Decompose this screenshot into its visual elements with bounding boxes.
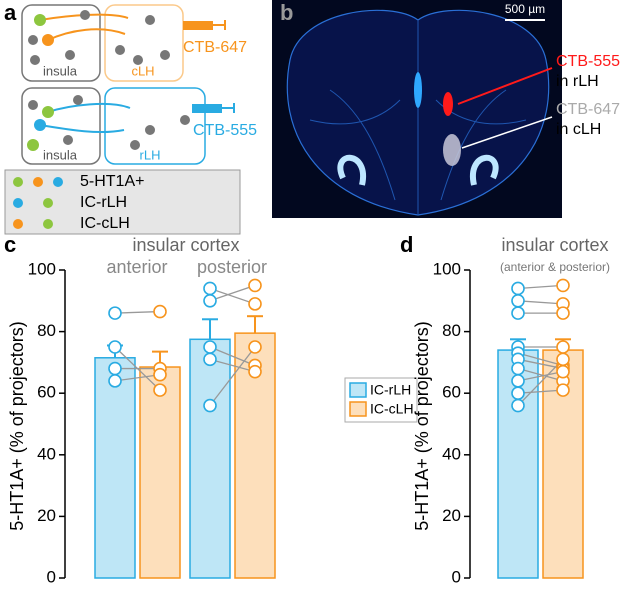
- data-point: [556, 352, 570, 367]
- tracer-label: CTB-555: [193, 122, 257, 139]
- y-tick-label: 80: [37, 321, 56, 340]
- data-point: [153, 383, 167, 397]
- pair-line: [114, 374, 161, 382]
- data-point: [556, 383, 570, 397]
- data-point: [108, 340, 122, 354]
- bar: [189, 338, 231, 579]
- panel-label: a: [4, 0, 17, 25]
- data-point: [248, 364, 262, 379]
- y-tick-label: 40: [37, 444, 56, 463]
- pair-line: [114, 310, 161, 314]
- data-point: [248, 340, 262, 354]
- bar: [139, 366, 181, 579]
- bar: [94, 357, 136, 579]
- data-point: [203, 352, 217, 367]
- chart-subtitle: (anterior & posterior): [500, 260, 610, 274]
- legend-swatch: [349, 382, 367, 398]
- scale-bar-label: 500 µm: [505, 2, 545, 16]
- data-point: [108, 361, 122, 376]
- y-tick-label: 100: [28, 259, 56, 278]
- data-point: [153, 304, 167, 319]
- data-point: [203, 281, 217, 296]
- y-tick-label: 0: [47, 567, 56, 584]
- legend-label: IC-rLH: [80, 194, 127, 211]
- pair-line: [209, 346, 256, 406]
- data-point: [511, 281, 525, 296]
- y-tick-label: 60: [442, 383, 461, 402]
- data-point: [556, 278, 570, 293]
- pair-line: [517, 300, 564, 305]
- pair-line: [517, 389, 564, 394]
- data-point: [556, 364, 570, 379]
- tracer-label: CTB-647: [183, 39, 247, 56]
- brain-image: [272, 0, 562, 218]
- data-point: [511, 386, 525, 401]
- legend-label: IC-cLH: [80, 215, 130, 232]
- data-point: [108, 374, 122, 388]
- pair-line: [209, 284, 256, 302]
- legend-label: IC-rLH: [370, 382, 411, 398]
- data-point: [556, 340, 570, 354]
- data-point: [248, 278, 262, 293]
- data-point: [248, 297, 262, 311]
- pair-line: [517, 367, 564, 382]
- y-axis-label: 5-HT1A+ (% of projectors): [412, 321, 432, 531]
- panel-label: d: [400, 232, 413, 257]
- data-point: [203, 293, 217, 308]
- y-tick-label: 20: [442, 506, 461, 525]
- tracer-label: CTB-555: [556, 53, 620, 70]
- y-tick-label: 40: [442, 444, 461, 463]
- pair-line: [517, 371, 564, 382]
- legend-swatch: [349, 401, 367, 417]
- panel-label: c: [4, 232, 16, 257]
- data-point: [511, 293, 525, 308]
- pair-line: [209, 358, 256, 373]
- target-label: in cLH: [556, 121, 601, 138]
- x-category-label: posterior: [197, 257, 267, 277]
- data-point: [108, 306, 122, 320]
- data-point: [203, 398, 217, 413]
- region-label: insula: [43, 147, 78, 162]
- panel-a-diagram: [4, 4, 241, 235]
- data-point: [153, 367, 167, 382]
- data-point: [556, 306, 570, 320]
- y-tick-label: 80: [442, 321, 461, 340]
- y-axis-label: 5-HT1A+ (% of projectors): [7, 321, 27, 531]
- data-point: [511, 306, 525, 320]
- legend-label: IC-cLH: [370, 401, 414, 417]
- pair-line: [209, 287, 256, 305]
- pair-line: [517, 358, 564, 406]
- region-label: cLH: [131, 63, 154, 78]
- y-tick-label: 100: [433, 259, 461, 278]
- y-tick-label: 60: [37, 383, 56, 402]
- pair-line: [517, 284, 564, 290]
- chart-title: insular cortex: [132, 235, 239, 255]
- target-label: in rLH: [556, 73, 599, 90]
- y-tick-label: 0: [452, 567, 461, 584]
- tracer-label: CTB-647: [556, 101, 620, 118]
- data-point: [511, 361, 525, 376]
- x-category-label: anterior: [106, 257, 167, 277]
- legend-label: 5-HT1A+: [80, 173, 144, 190]
- data-point: [203, 340, 217, 354]
- data-point: [511, 398, 525, 413]
- panel-label: b: [280, 0, 293, 25]
- legend-box: [344, 377, 418, 423]
- pair-line: [517, 352, 564, 367]
- y-tick-label: 20: [37, 506, 56, 525]
- region-label: insula: [43, 63, 78, 78]
- region-label: rLH: [140, 147, 161, 162]
- chart-title: insular cortex: [501, 235, 608, 255]
- data-point: [511, 374, 525, 388]
- pair-line: [209, 346, 256, 367]
